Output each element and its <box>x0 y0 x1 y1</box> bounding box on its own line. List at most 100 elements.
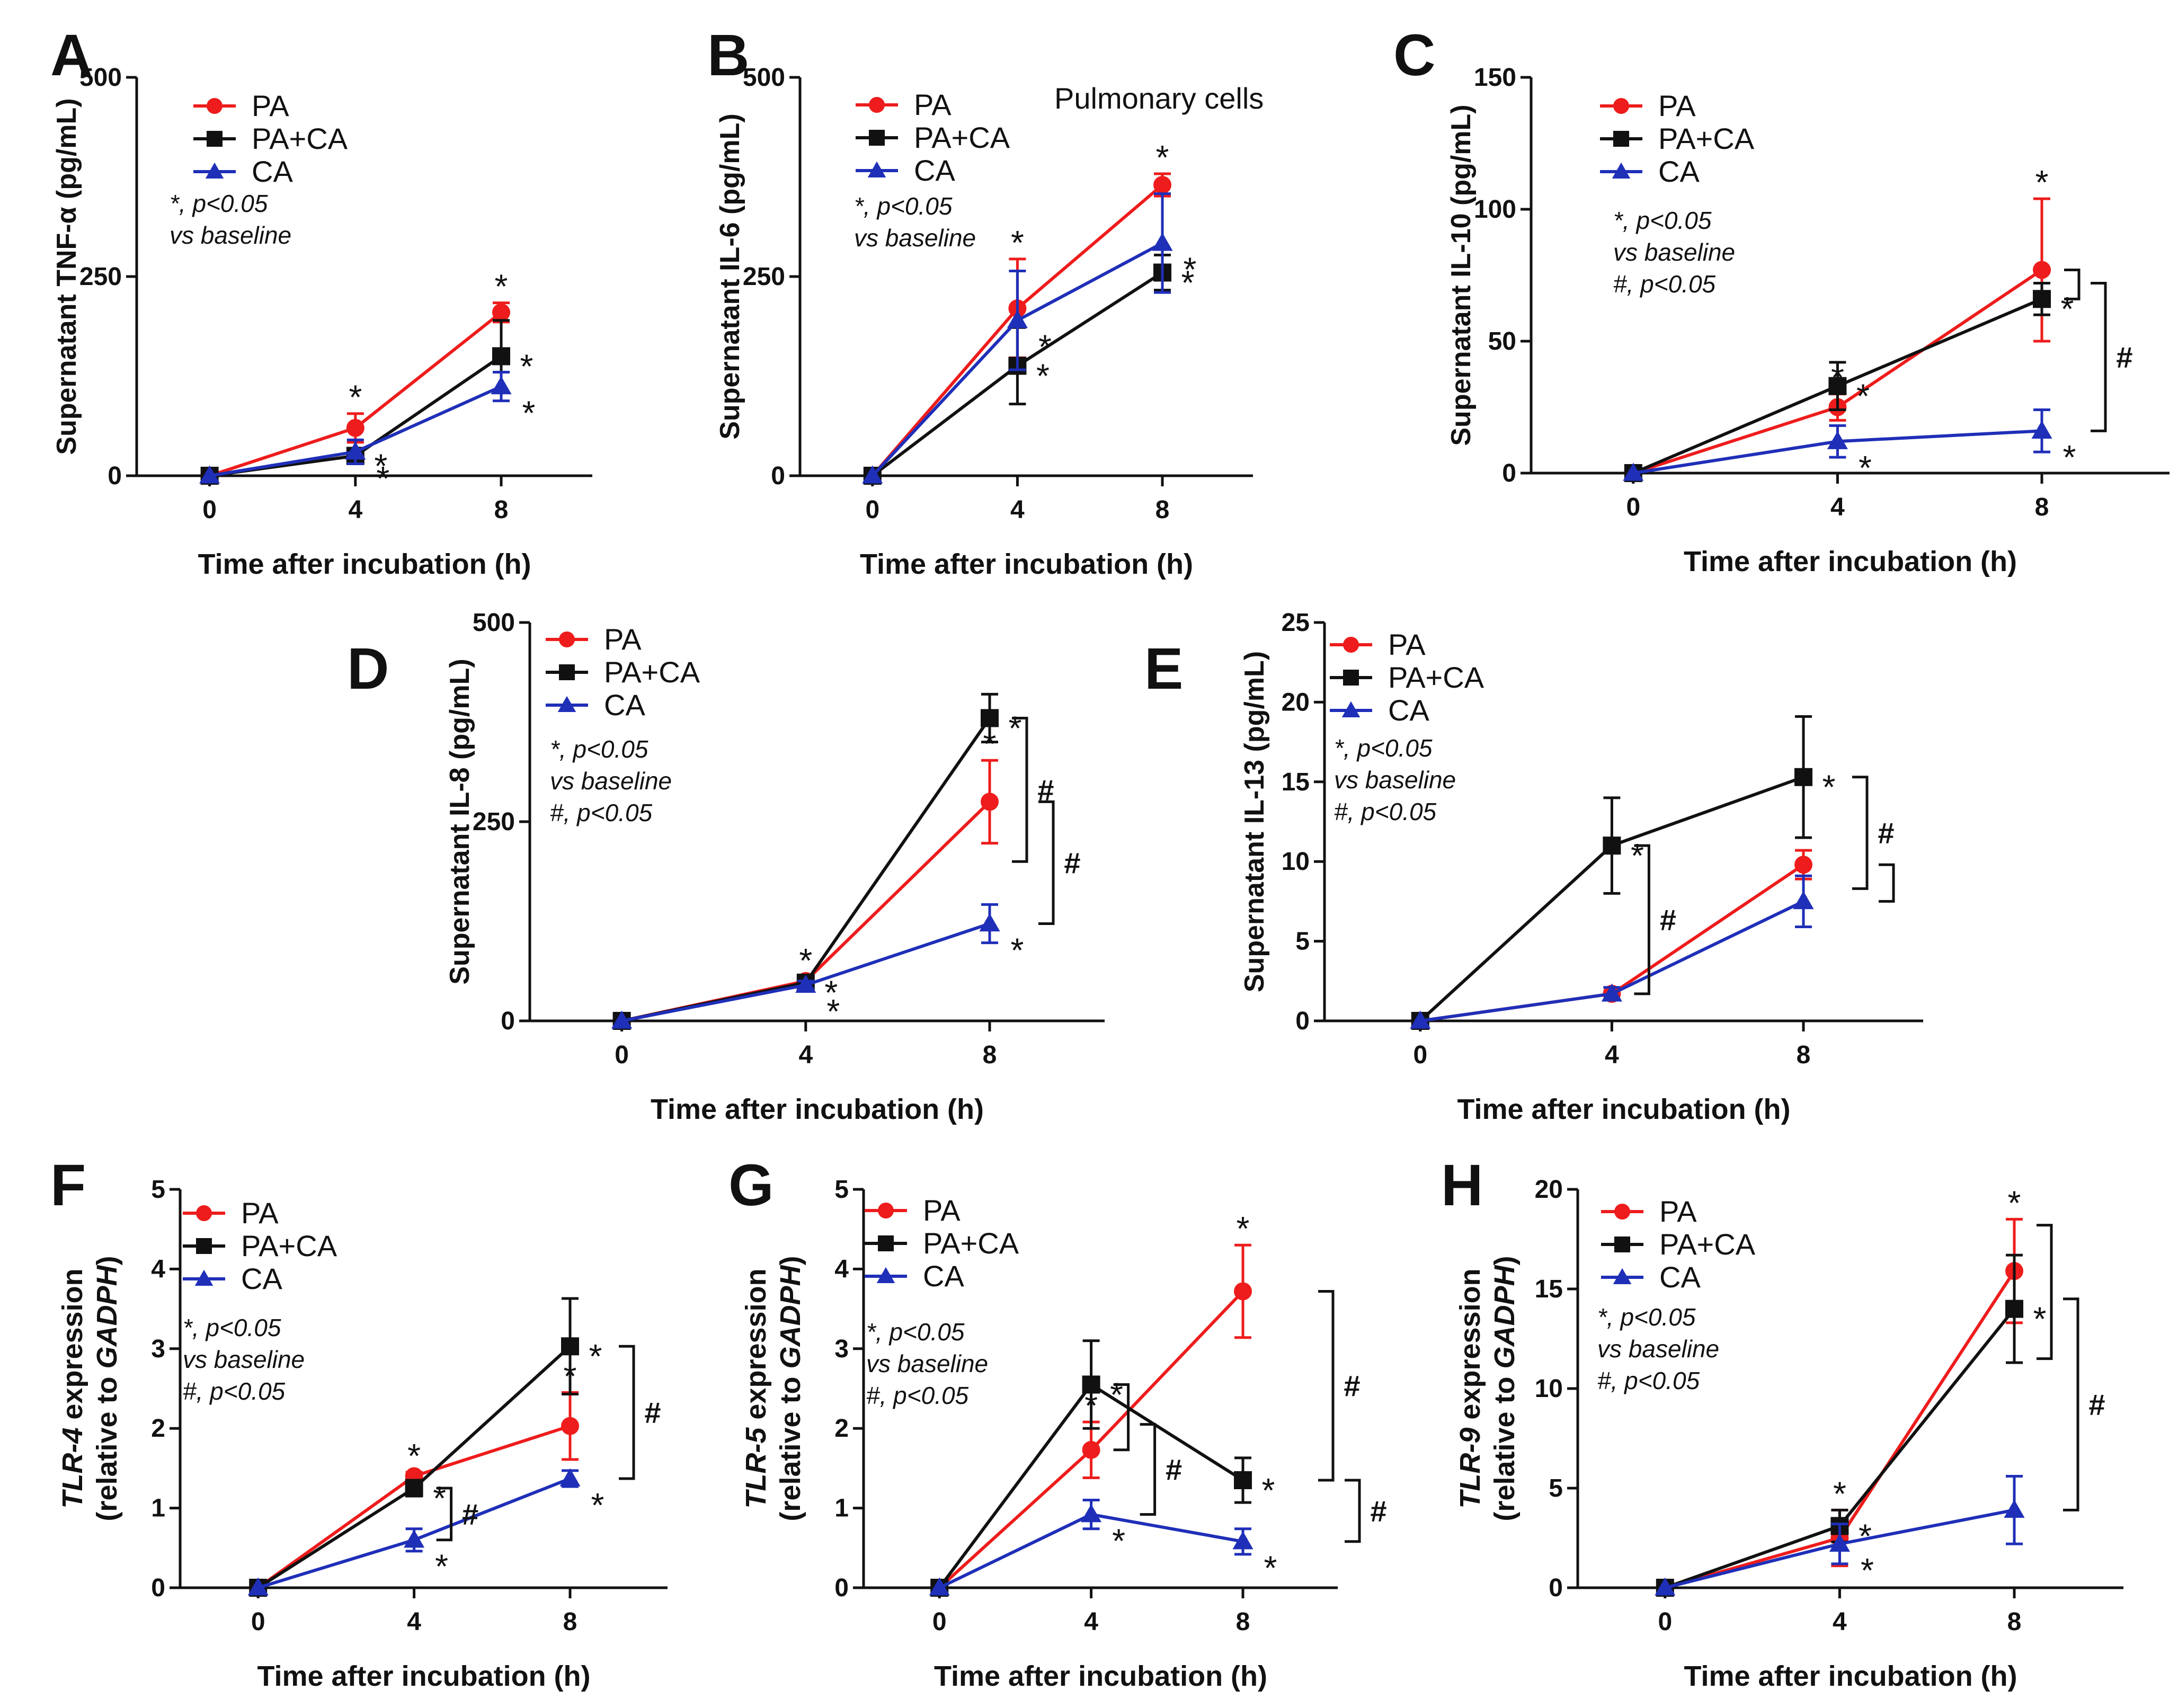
legend-marker <box>1613 98 1629 114</box>
y-tick-label: 10 <box>1535 1375 1563 1403</box>
y-axis-label: Supernatant IL-10 (pg/mL) <box>1446 104 1477 446</box>
data-point-PA+CA <box>492 347 510 366</box>
x-tick-label: 0 <box>1413 1041 1427 1069</box>
x-tick-label: 8 <box>1155 496 1170 524</box>
y-tick-label: 20 <box>1535 1176 1563 1204</box>
y-tick-label: 500 <box>79 64 122 92</box>
x-tick-label: 4 <box>407 1608 421 1636</box>
comparison-bracket <box>1852 776 1869 890</box>
comparison-bracket <box>2064 269 2081 300</box>
data-point-CA <box>611 1010 633 1029</box>
significance-star: * <box>1262 1471 1275 1509</box>
comparison-label: # <box>2116 341 2132 374</box>
legend-label: PA+CA <box>1658 122 1755 155</box>
y-axis-label: Supernatant IL-13 (pg/mL) <box>1239 651 1270 992</box>
data-point-PA+CA <box>1082 1375 1100 1394</box>
legend-marker <box>869 130 885 146</box>
significance-star: * <box>522 394 536 432</box>
legend-label: CA <box>914 154 955 187</box>
y-tick-label: 2 <box>834 1415 849 1443</box>
significance-star: * <box>495 268 508 306</box>
y-tick-label: 500 <box>743 64 785 92</box>
data-point-CA <box>1081 1504 1102 1523</box>
significance-note: *, p<0.05 <box>183 1314 281 1341</box>
significance-star: * <box>1011 224 1024 262</box>
y-axis-label-line2: (relative to GADPH) <box>775 1256 806 1521</box>
y-axis-label-part: ) <box>775 1256 806 1265</box>
x-tick-label: 4 <box>1084 1608 1098 1636</box>
significance-star: * <box>2033 1300 2047 1338</box>
significance-star: * <box>1156 138 1169 176</box>
y-axis-label: TLR-5 expression <box>740 1268 772 1508</box>
data-point-CA <box>345 441 366 460</box>
y-tick-label: 150 <box>1474 64 1516 92</box>
y-axis-label-line2: (relative to GADPH) <box>1489 1256 1521 1521</box>
comparison-bracket <box>1345 1479 1361 1543</box>
data-point-PA <box>1082 1440 1100 1459</box>
significance-note: *, p<0.05 <box>866 1318 965 1346</box>
comparison-bracket <box>1113 1383 1130 1452</box>
data-point-CA <box>1623 462 1644 481</box>
x-tick-label: 4 <box>348 496 362 524</box>
y-axis-label-part: expression <box>1454 1268 1486 1427</box>
data-point-CA <box>1410 1010 1431 1029</box>
comparison-label: # <box>1064 846 1080 879</box>
comparison-bracket <box>2091 281 2107 432</box>
legend-marker <box>559 664 575 680</box>
significance-note: vs baseline <box>1613 238 1735 266</box>
significance-note: *, p<0.05 <box>854 192 953 220</box>
comparison-bracket <box>619 1345 635 1480</box>
legend-marker <box>1614 1236 1630 1252</box>
y-tick-label: 4 <box>151 1255 165 1283</box>
significance-star: * <box>2008 1184 2021 1222</box>
data-point-PA+CA <box>1603 837 1621 855</box>
significance-star: * <box>1038 328 1052 366</box>
comparison-label: # <box>1660 903 1676 937</box>
x-tick-label: 8 <box>563 1608 577 1636</box>
x-tick-label: 0 <box>615 1041 629 1069</box>
panel-D: D 0 250 500 0 4 8 Time after incubation (h) Supe… <box>347 609 1105 1125</box>
y-axis-label-part: ) <box>91 1256 123 1265</box>
panel-letter: E <box>1144 636 1183 701</box>
significance-star: * <box>1237 1209 1250 1248</box>
legend-marker <box>196 1205 212 1221</box>
x-tick-label: 4 <box>1605 1041 1619 1069</box>
y-axis-label: TLR-4 expression <box>57 1268 88 1508</box>
legend-label: PA+CA <box>914 121 1010 154</box>
data-point-CA <box>1601 983 1622 1002</box>
y-tick-label: 15 <box>1282 768 1310 796</box>
x-axis-label: Time after incubation (h) <box>198 548 531 580</box>
y-tick-label: 20 <box>1282 688 1310 716</box>
legend-marker <box>559 631 575 647</box>
y-tick-label: 1 <box>834 1494 849 1523</box>
y-axis-label-part: (relative to <box>1489 1368 1521 1521</box>
x-tick-label: 8 <box>1797 1041 1811 1069</box>
significance-star: * <box>1631 837 1644 875</box>
significance-note: #, p<0.05 <box>1597 1367 1700 1394</box>
data-point-PA+CA <box>1828 377 1847 395</box>
legend-marker <box>207 98 223 114</box>
significance-star: * <box>1859 449 1872 487</box>
data-point-CA <box>1793 891 1814 910</box>
significance-note: vs baseline <box>854 224 976 252</box>
data-point-PA+CA <box>405 1479 423 1497</box>
significance-star: * <box>1009 709 1022 747</box>
significance-note: vs baseline <box>1597 1335 1719 1363</box>
comparison-label: # <box>1166 1453 1182 1487</box>
y-tick-label: 5 <box>151 1176 165 1204</box>
y-axis-label-italic: GADPH <box>1489 1265 1521 1368</box>
panel-letter: A <box>50 23 92 88</box>
significance-star: * <box>433 1479 446 1517</box>
comparison-bracket <box>1140 1423 1157 1516</box>
y-axis-label-italic: TLR-5 <box>740 1427 772 1509</box>
y-tick-label: 25 <box>1282 609 1310 637</box>
x-tick-label: 8 <box>2035 493 2049 521</box>
legend-marker <box>1341 701 1361 717</box>
comparison-bracket <box>1634 844 1650 995</box>
x-tick-label: 0 <box>932 1608 947 1636</box>
panel-letter: C <box>1393 23 1435 88</box>
significance-star: * <box>1859 1517 1872 1555</box>
significance-note: vs baseline <box>170 221 291 249</box>
data-point-PA+CA <box>2005 1300 2023 1318</box>
